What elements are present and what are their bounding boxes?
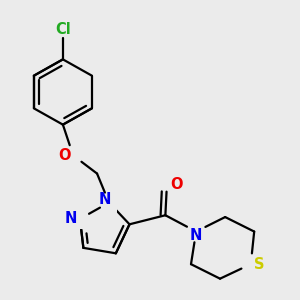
Text: O: O: [58, 148, 70, 163]
Text: Cl: Cl: [55, 22, 71, 38]
Bar: [164, 170, 177, 187]
Bar: [190, 221, 202, 238]
Text: S: S: [254, 257, 265, 272]
Bar: [53, 15, 72, 33]
Text: N: N: [190, 228, 202, 243]
Bar: [64, 148, 77, 166]
Bar: [248, 257, 261, 274]
Bar: [71, 212, 84, 229]
Text: N: N: [98, 192, 111, 207]
Text: N: N: [65, 212, 77, 226]
Bar: [104, 200, 117, 217]
Text: O: O: [170, 177, 183, 192]
